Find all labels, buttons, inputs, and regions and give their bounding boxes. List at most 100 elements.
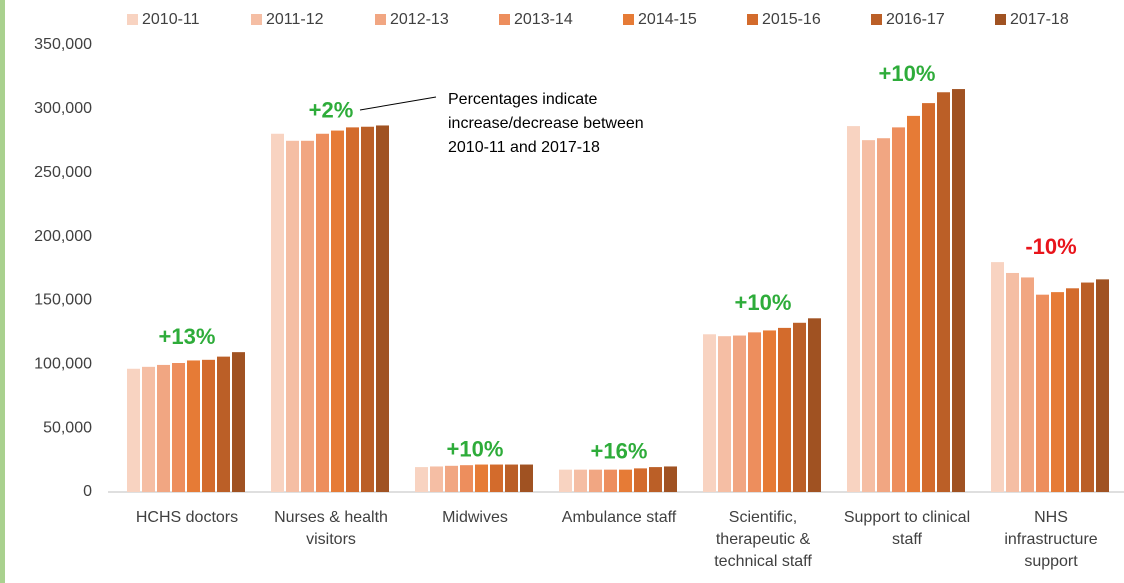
bar (475, 464, 488, 492)
x-tick-label: Ambulance staff (561, 509, 677, 526)
bar (316, 133, 329, 493)
bar (1081, 282, 1094, 492)
bar (172, 363, 185, 492)
y-tick-label: 0 (83, 483, 92, 500)
bar (862, 140, 875, 492)
bar (127, 368, 140, 492)
bar (649, 467, 662, 492)
x-tick-label: Scientific, therapeutic & technical staf… (714, 509, 812, 570)
bar (202, 359, 215, 492)
note-pointer (359, 96, 437, 111)
bar (1006, 272, 1019, 492)
bar (559, 469, 572, 492)
bar (1036, 294, 1049, 492)
bar (793, 322, 806, 492)
y-tick-label: 350,000 (34, 36, 92, 53)
x-tick-label: Midwives (442, 509, 508, 526)
bar (952, 89, 965, 492)
bar (415, 467, 428, 492)
legend-swatch (251, 14, 262, 25)
bar (589, 469, 602, 492)
bar (1066, 288, 1079, 492)
change-label: +10% (447, 436, 504, 461)
legend-label: 2012-13 (390, 11, 449, 28)
bar (376, 125, 389, 493)
y-tick-label: 100,000 (34, 356, 92, 373)
legend-label: 2013-14 (514, 11, 573, 28)
bar (505, 464, 518, 492)
note: Percentages indicate increase/decrease be… (448, 91, 644, 156)
legend-swatch (623, 14, 634, 25)
bar (157, 364, 170, 492)
bar (937, 92, 950, 493)
x-tick-label: NHS infrastructure support (1004, 509, 1098, 570)
bar (748, 332, 761, 492)
bar (847, 126, 860, 492)
change-label: -10% (1025, 234, 1076, 259)
side-strip (0, 0, 5, 583)
change-label: +16% (591, 438, 648, 463)
bar (430, 466, 443, 492)
x-tick-label: Support to clinical staff (843, 509, 971, 548)
legend-label: 2010-11 (142, 11, 200, 28)
bar (460, 465, 473, 492)
note-line: increase/decrease between (448, 115, 644, 132)
bar (664, 466, 677, 492)
bar (604, 469, 617, 492)
legend-swatch (871, 14, 882, 25)
change-label: +13% (159, 324, 216, 349)
bar (733, 335, 746, 492)
bar (331, 130, 344, 492)
bar (877, 138, 890, 492)
bar (286, 140, 299, 493)
note-line: Percentages indicate (448, 91, 598, 108)
bar (619, 469, 632, 492)
legend-label: 2015-16 (762, 11, 821, 28)
bar (490, 464, 503, 492)
bar (187, 360, 200, 492)
legend-swatch (995, 14, 1006, 25)
bar (892, 127, 905, 492)
x-tick-label: Nurses & health visitors (274, 509, 388, 548)
legend-swatch (499, 14, 510, 25)
y-tick-label: 150,000 (34, 292, 92, 309)
bar (763, 330, 776, 492)
bar (922, 103, 935, 493)
note-line: 2010-11 and 2017-18 (448, 139, 600, 156)
bar (445, 465, 458, 492)
bar (907, 115, 920, 492)
bar (1096, 279, 1109, 492)
change-label: +10% (735, 290, 792, 315)
bar (361, 126, 374, 492)
bar (1021, 277, 1034, 492)
legend-label: 2017-18 (1010, 11, 1069, 28)
x-tick-label: HCHS doctors (135, 509, 239, 526)
bar (634, 468, 647, 492)
bar (232, 352, 245, 492)
bar (574, 469, 587, 492)
bar (1051, 292, 1064, 492)
legend-swatch (747, 14, 758, 25)
bar (703, 334, 716, 492)
change-label: +2% (309, 97, 354, 122)
legend-swatch (127, 14, 138, 25)
bar (778, 327, 791, 492)
change-label: +10% (879, 61, 936, 86)
legend-label: 2014-15 (638, 11, 697, 28)
bar (991, 262, 1004, 492)
y-tick-label: 250,000 (34, 164, 92, 181)
bar (346, 127, 359, 492)
bar (271, 133, 284, 493)
bar (718, 336, 731, 492)
bar (142, 366, 155, 492)
bar (520, 464, 533, 492)
legend-label: 2016-17 (886, 11, 945, 28)
legend-swatch (375, 14, 386, 25)
legend-label: 2011-12 (266, 11, 324, 28)
y-tick-label: 50,000 (43, 419, 92, 436)
bar (217, 356, 230, 492)
y-tick-label: 200,000 (34, 228, 92, 245)
bar (808, 318, 821, 492)
